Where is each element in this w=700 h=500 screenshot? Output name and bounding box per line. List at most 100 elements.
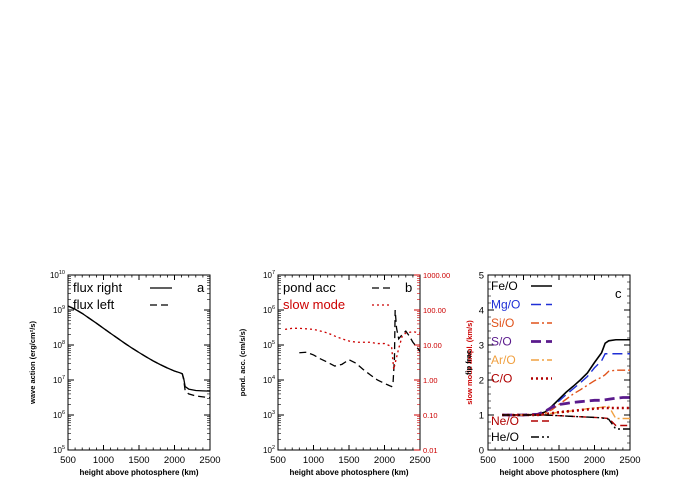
- y-tick-base: 10: [53, 306, 62, 315]
- series-line-slow-mode: [285, 327, 420, 370]
- y-tick-label: 107: [53, 375, 65, 385]
- y2-tick-label: 100.00: [423, 306, 446, 315]
- x-tick-label: 1000: [303, 455, 324, 466]
- series-line-si-o: [502, 369, 630, 416]
- y-tick-base: 10: [53, 446, 62, 455]
- y2-axis-label: slow mode ampl. (km/s): [465, 320, 474, 405]
- panel-label: c: [615, 286, 622, 301]
- legend-label: flux right: [73, 280, 123, 295]
- x-tick-label: 2500: [199, 455, 220, 466]
- y-tick-base: 10: [53, 411, 62, 420]
- y-axis-label: fip frac: [464, 350, 473, 375]
- y2-tick-label: 1000.00: [423, 271, 450, 280]
- y-tick-label: 109: [53, 305, 65, 315]
- y-tick-label: 105: [263, 340, 275, 350]
- series-line-ne-o: [502, 414, 630, 427]
- legend: flux right flux left: [73, 280, 172, 312]
- x-tick-label: 2000: [164, 455, 185, 466]
- y-tick-exponent: 7: [62, 375, 65, 381]
- x-tick-label: 2000: [584, 455, 605, 466]
- legend-label: Ar/O: [491, 353, 516, 367]
- legend: pond acc slow mode: [283, 280, 392, 312]
- y-tick-base: 10: [263, 446, 272, 455]
- x-tick-label: 500: [480, 455, 496, 466]
- series-line-s-o: [502, 396, 630, 417]
- y-tick-exponent: 2: [272, 445, 275, 451]
- y2-tick-label: 0.10: [423, 411, 438, 420]
- y-tick-label: 1010: [50, 270, 65, 280]
- legend: Fe/O Mg/O Si/O S/O Ar/O C/O Ne/O He/O: [491, 279, 552, 444]
- x-tick-label: 1500: [128, 455, 149, 466]
- y-tick-base: 10: [50, 271, 59, 280]
- legend-label: Si/O: [491, 316, 514, 330]
- x-axis-label: height above photosphere (km): [289, 468, 408, 477]
- x-tick-label: 2500: [409, 455, 430, 466]
- y2-tick-label: 0.01: [423, 446, 438, 455]
- series-line-he-o: [502, 414, 630, 430]
- y-tick-base: 10: [53, 341, 62, 350]
- x-tick-label: 500: [60, 455, 76, 466]
- series-line-mg-o: [502, 353, 630, 416]
- y-tick-exponent: 10: [59, 270, 65, 276]
- panel-label: b: [405, 280, 412, 295]
- y-tick-label: 4: [479, 306, 484, 317]
- y-axis-label: wave action (erg/cm²/s): [28, 321, 37, 405]
- y-tick-label: 107: [263, 270, 275, 280]
- panel-label: a: [197, 280, 205, 295]
- legend-label: Fe/O: [491, 279, 518, 293]
- y-tick-exponent: 4: [272, 375, 275, 381]
- y-tick-label: 102: [263, 445, 275, 455]
- y-tick-exponent: 5: [62, 445, 65, 451]
- y2-tick-label: 10.00: [423, 341, 442, 350]
- x-tick-label: 1000: [93, 455, 114, 466]
- series-line-flux-right: [68, 305, 210, 392]
- y-tick-label: 105: [53, 445, 65, 455]
- y-tick-base: 10: [263, 376, 272, 385]
- y-tick-base: 10: [263, 306, 272, 315]
- y-tick-label: 106: [263, 305, 275, 315]
- series-line-fe-o: [502, 338, 630, 416]
- x-tick-label: 1000: [513, 455, 534, 466]
- y-tick-label: 3: [479, 341, 484, 352]
- legend-label: flux left: [73, 297, 115, 312]
- legend-label: C/O: [491, 372, 512, 386]
- y-tick-label: 106: [53, 410, 65, 420]
- y-tick-exponent: 3: [272, 410, 275, 416]
- legend-label: slow mode: [283, 297, 345, 312]
- y-tick-label: 5: [479, 271, 484, 282]
- y-tick-exponent: 9: [62, 305, 65, 311]
- y2-tick-label: 1.00: [423, 376, 438, 385]
- y-tick-exponent: 8: [62, 340, 65, 346]
- y-tick-label: 0: [479, 446, 484, 457]
- y-tick-label: 103: [263, 410, 275, 420]
- y-tick-label: 104: [263, 375, 275, 385]
- series-line-c-o: [502, 406, 630, 417]
- y-tick-base: 10: [263, 271, 272, 280]
- y-tick-base: 10: [263, 411, 272, 420]
- y-tick-exponent: 5: [272, 340, 275, 346]
- x-tick-label: 1500: [548, 455, 569, 466]
- x-axis-label: height above photosphere (km): [499, 468, 618, 477]
- y-tick-label: 2: [479, 376, 484, 387]
- y-tick-exponent: 6: [62, 410, 65, 416]
- x-axis-label: height above photosphere (km): [79, 468, 198, 477]
- legend-label: Ne/O: [491, 414, 519, 428]
- x-tick-label: 1500: [338, 455, 359, 466]
- x-tick-label: 2500: [619, 455, 640, 466]
- series-line-pond-acc: [299, 309, 420, 388]
- legend-label: Mg/O: [491, 298, 520, 312]
- y-axis-label: pond. acc. (cm/s/s): [238, 328, 247, 396]
- y-tick-base: 10: [53, 376, 62, 385]
- x-tick-label: 500: [270, 455, 286, 466]
- y-tick-exponent: 7: [272, 270, 275, 276]
- y-tick-base: 10: [263, 341, 272, 350]
- legend-label: S/O: [491, 335, 512, 349]
- legend-label: pond acc: [283, 280, 336, 295]
- y-tick-label: 108: [53, 340, 65, 350]
- legend-label: He/O: [491, 430, 519, 444]
- y-tick-exponent: 6: [272, 305, 275, 311]
